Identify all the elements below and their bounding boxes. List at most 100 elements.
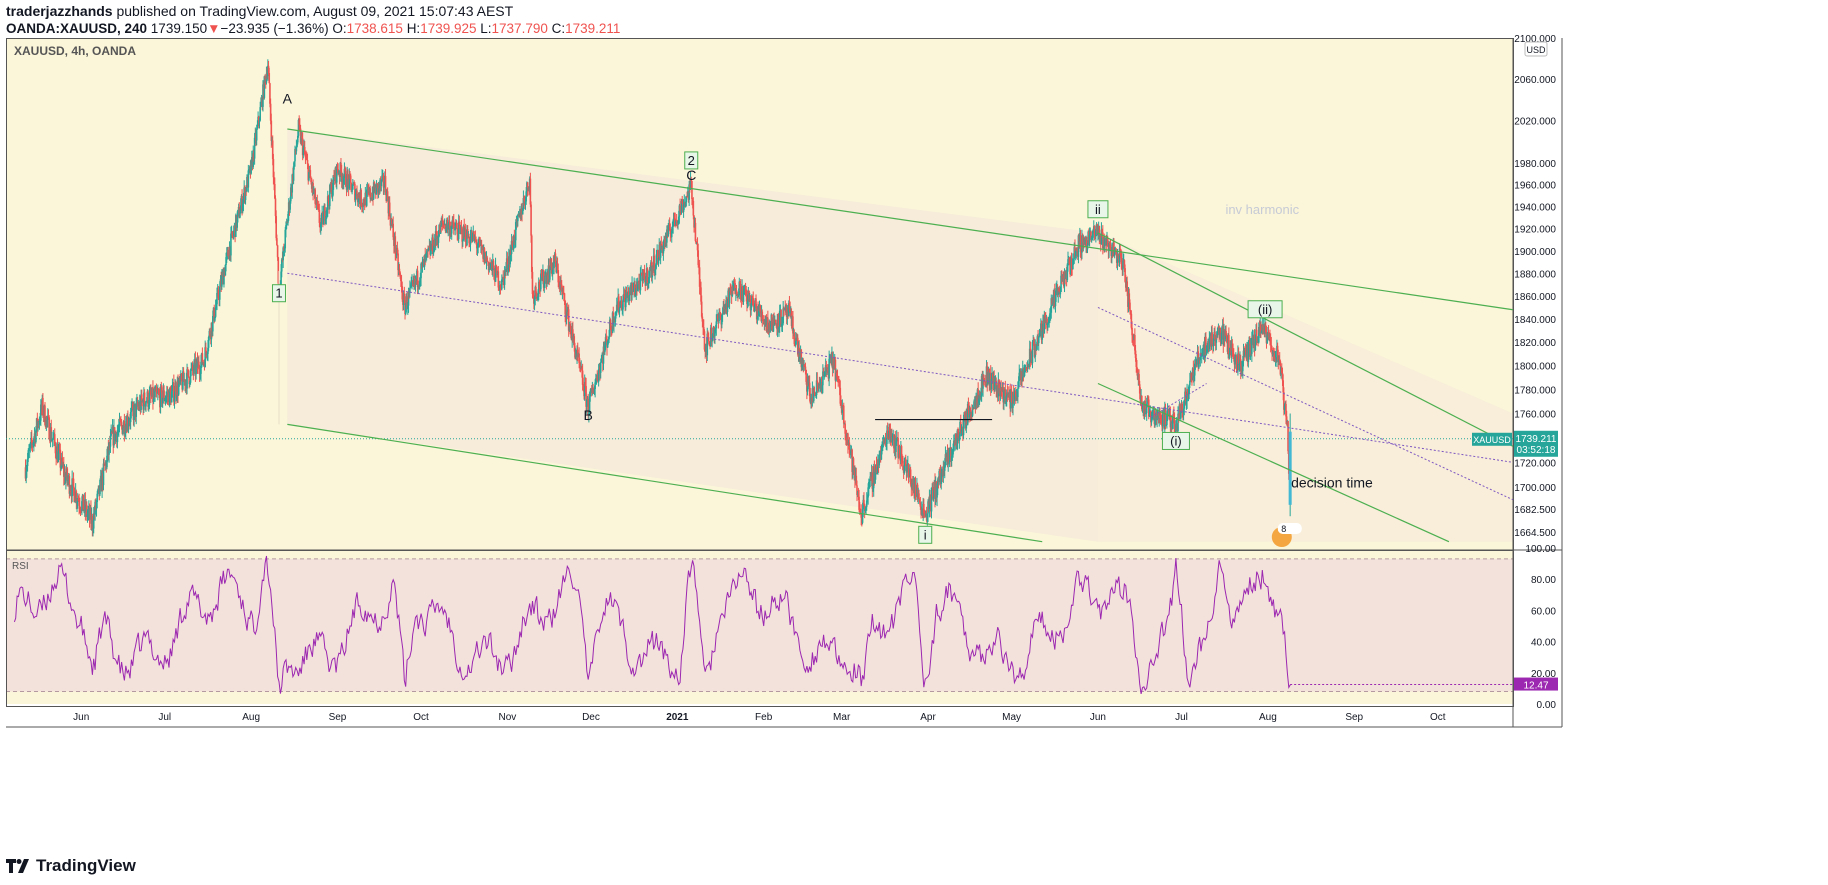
- candle-body: [918, 498, 921, 503]
- candle-body: [95, 502, 98, 509]
- candle-body: [1060, 275, 1062, 292]
- candle-body: [1138, 374, 1140, 385]
- candle-body: [848, 442, 851, 450]
- candle-body: [1141, 408, 1144, 410]
- candle-body: [641, 272, 643, 276]
- candle-body: [380, 179, 383, 187]
- candle-body: [600, 358, 603, 363]
- candle-body: [1177, 413, 1179, 432]
- candle-body: [984, 381, 986, 386]
- candle-body: [748, 290, 750, 300]
- open-value: 1738.615: [346, 21, 403, 36]
- candle-body: [535, 292, 538, 298]
- candle-body: [1005, 392, 1008, 402]
- candle-body: [1047, 322, 1050, 324]
- candle-body: [595, 378, 597, 383]
- candle-body: [1043, 314, 1046, 334]
- candle-body: [474, 236, 477, 240]
- candle-body: [869, 476, 872, 482]
- candle-body: [122, 427, 124, 434]
- candle-body: [967, 403, 970, 410]
- candle-body: [496, 267, 498, 276]
- candle-body: [592, 388, 594, 393]
- candle-body: [284, 229, 287, 249]
- candle-body: [622, 294, 625, 300]
- candle-body: [719, 311, 721, 313]
- candle-body: [613, 319, 615, 327]
- candle-body: [1031, 341, 1034, 364]
- time-axis-tick: Feb: [755, 712, 773, 723]
- candle-body: [110, 431, 112, 436]
- candle-body: [857, 494, 860, 497]
- candle-body: [329, 185, 331, 207]
- candle-body: [1120, 258, 1123, 270]
- candle-body: [193, 362, 195, 373]
- candle-body: [398, 268, 401, 273]
- candle-body: [218, 286, 221, 300]
- low-value: 1737.790: [491, 21, 548, 36]
- candle-body: [559, 282, 562, 289]
- candle-body: [365, 189, 368, 206]
- candle-body: [459, 225, 461, 229]
- time-axis-tick: Nov: [499, 712, 517, 723]
- author-name[interactable]: traderjazzhands: [6, 3, 113, 19]
- rsi-axis-tick: 100.00: [1525, 544, 1556, 555]
- candle-body: [314, 189, 316, 204]
- candle-body: [1026, 364, 1029, 369]
- candle-body: [1090, 231, 1092, 239]
- candle-body: [671, 226, 674, 232]
- candle-body: [1269, 339, 1272, 346]
- candle-body: [435, 231, 438, 240]
- candle-body: [318, 209, 321, 223]
- candle-body: [103, 463, 105, 465]
- candle-body: [1160, 418, 1163, 420]
- candle-body: [794, 337, 797, 345]
- candle-body: [712, 333, 714, 341]
- candle-body: [57, 451, 60, 463]
- candle-body: [45, 417, 48, 428]
- candle-body: [746, 300, 749, 305]
- candle-body: [535, 286, 537, 293]
- candle-body: [578, 353, 580, 364]
- open-label: O:: [332, 21, 347, 36]
- price-axis-tick: 1880.000: [1514, 269, 1556, 280]
- candle-body: [714, 328, 717, 331]
- candle-body: [177, 383, 180, 395]
- candle-body: [655, 254, 658, 265]
- candle-body: [977, 389, 979, 404]
- candle-body: [803, 364, 806, 367]
- candle-body: [902, 460, 904, 471]
- price-value-tag: [1514, 430, 1558, 457]
- candle-body: [923, 513, 926, 516]
- candle-body: [608, 336, 610, 340]
- candle-body: [670, 231, 673, 238]
- candle-body: [135, 402, 138, 417]
- tradingview-brand[interactable]: TradingView: [6, 856, 136, 876]
- candle-body: [168, 388, 171, 406]
- candle-body: [1138, 384, 1141, 394]
- candle-body: [1164, 407, 1167, 426]
- candle-body: [777, 314, 780, 330]
- annotation-decision-time: decision time: [1291, 474, 1373, 490]
- candle-body: [1232, 353, 1235, 360]
- candle-body: [758, 310, 760, 317]
- candle-body: [880, 451, 883, 460]
- candle-body: [1220, 339, 1223, 341]
- time-axis-tick: Aug: [1259, 712, 1277, 723]
- candle-body: [1122, 260, 1124, 270]
- candle-body: [951, 454, 954, 456]
- candle-body: [838, 380, 840, 382]
- candle-body: [745, 293, 748, 295]
- candle-body: [1049, 312, 1052, 314]
- rsi-label: RSI: [12, 561, 29, 572]
- candle-body: [269, 103, 272, 121]
- candle-body: [610, 329, 612, 331]
- candle-body: [881, 441, 884, 446]
- candle-body: [1104, 239, 1106, 247]
- candle-body: [136, 400, 139, 407]
- candle-body: [188, 376, 190, 385]
- candle-body: [675, 220, 677, 226]
- candle-body: [80, 510, 83, 512]
- candle-body: [342, 178, 345, 184]
